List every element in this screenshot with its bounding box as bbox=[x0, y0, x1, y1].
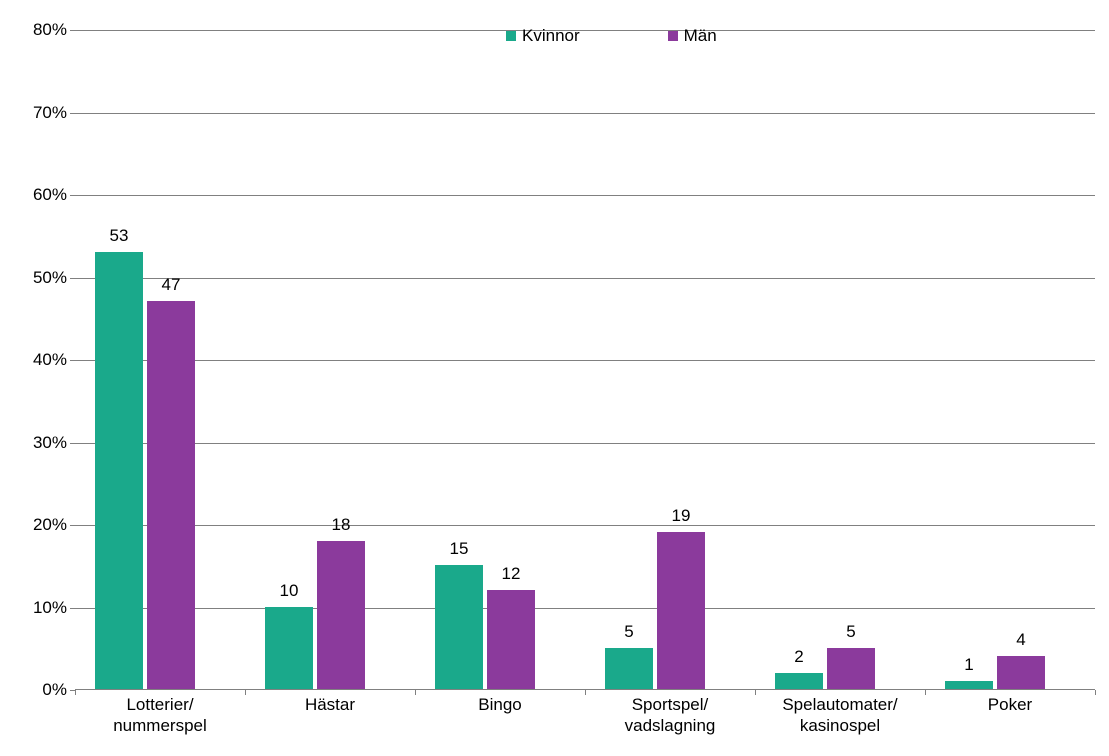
bar-value-label: 5 bbox=[846, 622, 855, 642]
bar-value-label: 5 bbox=[624, 622, 633, 642]
legend: Kvinnor Män bbox=[506, 26, 717, 46]
bar-value-label: 10 bbox=[280, 581, 299, 601]
bar-value-label: 2 bbox=[794, 647, 803, 667]
bar bbox=[945, 681, 993, 689]
legend-swatch bbox=[668, 31, 678, 41]
y-tick bbox=[70, 360, 75, 361]
x-axis-label: Poker bbox=[925, 694, 1095, 715]
y-tick bbox=[70, 195, 75, 196]
gridline bbox=[75, 443, 1095, 444]
y-tick bbox=[70, 608, 75, 609]
y-tick bbox=[70, 443, 75, 444]
gridline bbox=[75, 608, 1095, 609]
bar bbox=[657, 532, 705, 689]
bar-value-label: 12 bbox=[502, 564, 521, 584]
bar-value-label: 1 bbox=[964, 655, 973, 675]
x-axis-label: Lotterier/ nummerspel bbox=[75, 694, 245, 737]
legend-swatch bbox=[506, 31, 516, 41]
bar bbox=[265, 607, 313, 690]
bar bbox=[147, 301, 195, 689]
bar bbox=[775, 673, 823, 690]
x-tick bbox=[1095, 690, 1096, 695]
bar-value-label: 15 bbox=[450, 539, 469, 559]
x-axis-label: Hästar bbox=[245, 694, 415, 715]
bar bbox=[997, 656, 1045, 689]
legend-item: Män bbox=[668, 26, 717, 46]
bar-value-label: 19 bbox=[672, 506, 691, 526]
chart-container: 5347101815125192514 KvinnorMän 0%10%20%3… bbox=[0, 0, 1109, 756]
x-axis-label: Spelautomater/ kasinospel bbox=[755, 694, 925, 737]
gridline bbox=[75, 195, 1095, 196]
gridline bbox=[75, 113, 1095, 114]
y-tick bbox=[70, 525, 75, 526]
bar-value-label: 18 bbox=[332, 515, 351, 535]
legend-label: Män bbox=[684, 26, 717, 46]
bar bbox=[487, 590, 535, 689]
bar-value-label: 53 bbox=[110, 226, 129, 246]
bar-value-label: 47 bbox=[162, 275, 181, 295]
legend-item: Kvinnor bbox=[506, 26, 580, 46]
y-tick bbox=[70, 113, 75, 114]
y-tick bbox=[70, 30, 75, 31]
x-axis-label: Sportspel/ vadslagning bbox=[585, 694, 755, 737]
bar bbox=[95, 252, 143, 689]
gridline bbox=[75, 278, 1095, 279]
bar bbox=[317, 541, 365, 690]
x-axis-label: Bingo bbox=[415, 694, 585, 715]
gridline bbox=[75, 525, 1095, 526]
bar bbox=[435, 565, 483, 689]
legend-label: Kvinnor bbox=[522, 26, 580, 46]
y-tick bbox=[70, 278, 75, 279]
bar-value-label: 4 bbox=[1016, 630, 1025, 650]
gridline bbox=[75, 360, 1095, 361]
bar bbox=[827, 648, 875, 689]
plot-area: 53 47 10 18 15 12 5 19 2 5 1 4 bbox=[75, 30, 1095, 690]
bar bbox=[605, 648, 653, 689]
